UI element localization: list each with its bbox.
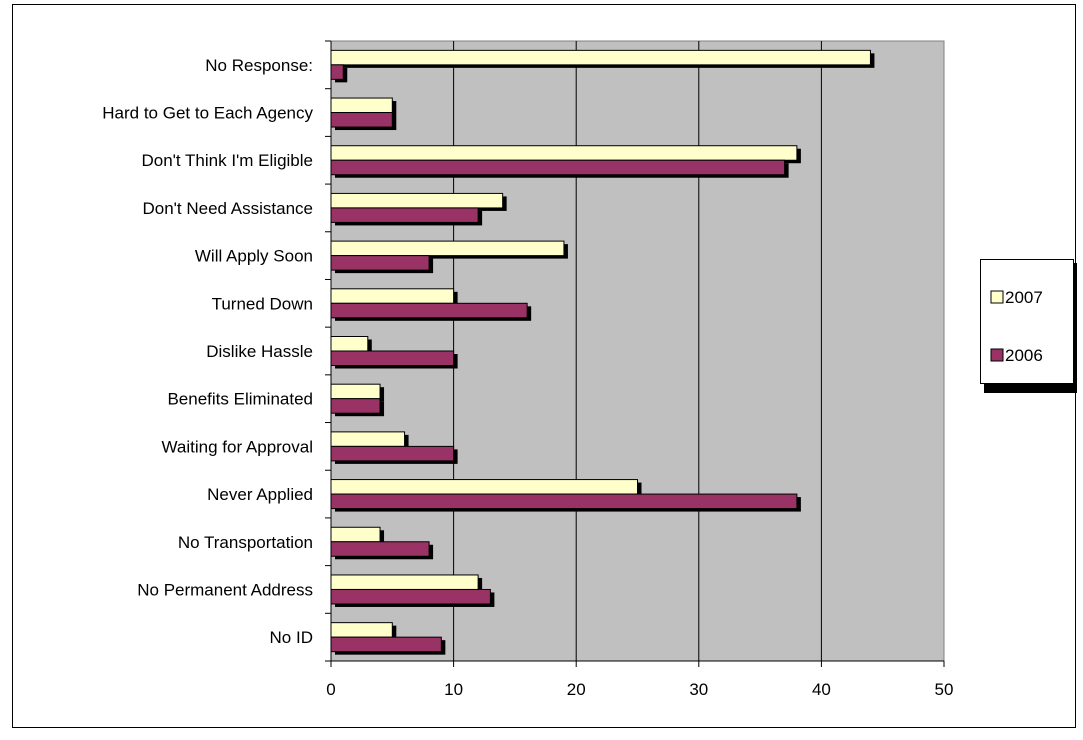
legend-swatch-2007: [990, 290, 1004, 304]
category-label-hard-to-get-to-each-agency: Hard to Get to Each Agency: [102, 104, 313, 123]
bar-2006-never-applied: [330, 493, 798, 510]
legend: 2007 2006: [980, 259, 1077, 393]
axes: [325, 40, 945, 667]
bar-2007-benefits-eliminated: [330, 383, 381, 400]
category-label-no-id: No ID: [270, 628, 313, 647]
bar-2007-no-permanent-address: [330, 574, 479, 590]
bar-2006-hard-to-get-to-each-agency: [330, 112, 393, 128]
bar-2007-waiting-for-approval: [330, 431, 406, 447]
bar-2007-don-t-think-i-m-eligible: [330, 145, 798, 161]
x-tick-label: 10: [444, 680, 463, 699]
x-tick-label: 20: [567, 680, 586, 699]
bar-2006-don-t-need-assistance: [330, 207, 479, 223]
legend-label-2007: 2007: [1005, 288, 1043, 307]
category-label-dislike-hassle: Dislike Hassle: [206, 342, 313, 361]
bar-2006-no-permanent-address: [330, 588, 491, 605]
bar-2006-waiting-for-approval: [330, 445, 455, 462]
bar-2007-will-apply-soon: [330, 240, 565, 257]
x-tick-label: 50: [935, 680, 954, 699]
bar-2006-turned-down: [330, 302, 528, 319]
x-tick-labels: 0 10 20 30 40 50: [326, 680, 953, 699]
bar-2006-dislike-hassle: [330, 350, 455, 366]
category-label-no-response: No Response:: [205, 56, 313, 75]
category-label-don-t-think-i-m-eligible: Don't Think I'm Eligible: [141, 151, 313, 170]
bar-2006-will-apply-soon: [330, 255, 430, 271]
category-label-will-apply-soon: Will Apply Soon: [195, 247, 313, 266]
bar-2007-no-response: [330, 49, 871, 66]
bar-2007-turned-down: [330, 288, 455, 304]
bar-2007-dislike-hassle: [330, 336, 369, 352]
bar-2006-no-transportation: [330, 541, 430, 557]
bar-2007-never-applied: [330, 479, 638, 495]
x-tick-label: 40: [812, 680, 831, 699]
bar-2006-no-response: [330, 64, 344, 80]
category-label-never-applied: Never Applied: [207, 485, 313, 504]
bar-2006-benefits-eliminated: [330, 398, 381, 414]
category-label-turned-down: Turned Down: [212, 294, 313, 313]
legend-box: [980, 259, 1074, 384]
x-tick-label: 30: [689, 680, 708, 699]
category-label-no-permanent-address: No Permanent Address: [137, 580, 313, 599]
x-tick-label: 0: [326, 680, 335, 699]
category-label-waiting-for-approval: Waiting for Approval: [162, 437, 314, 456]
category-labels: No Response: Hard to Get to Each Agency Do…: [102, 56, 313, 647]
category-label-no-transportation: No Transportation: [178, 533, 313, 552]
bar-2007-don-t-need-assistance: [330, 192, 504, 209]
category-label-don-t-need-assistance: Don't Need Assistance: [142, 199, 313, 218]
bar-2006-don-t-think-i-m-eligible: [330, 159, 786, 176]
bars: [330, 49, 875, 655]
category-label-benefits-eliminated: Benefits Eliminated: [167, 390, 313, 409]
bar-2006-no-id: [330, 636, 442, 653]
legend-swatch-2006: [990, 348, 1004, 362]
bar-2007-no-id: [330, 622, 393, 638]
legend-label-2006: 2006: [1005, 346, 1043, 365]
bar-2007-hard-to-get-to-each-agency: [330, 97, 393, 114]
bar-2007-no-transportation: [330, 526, 381, 543]
